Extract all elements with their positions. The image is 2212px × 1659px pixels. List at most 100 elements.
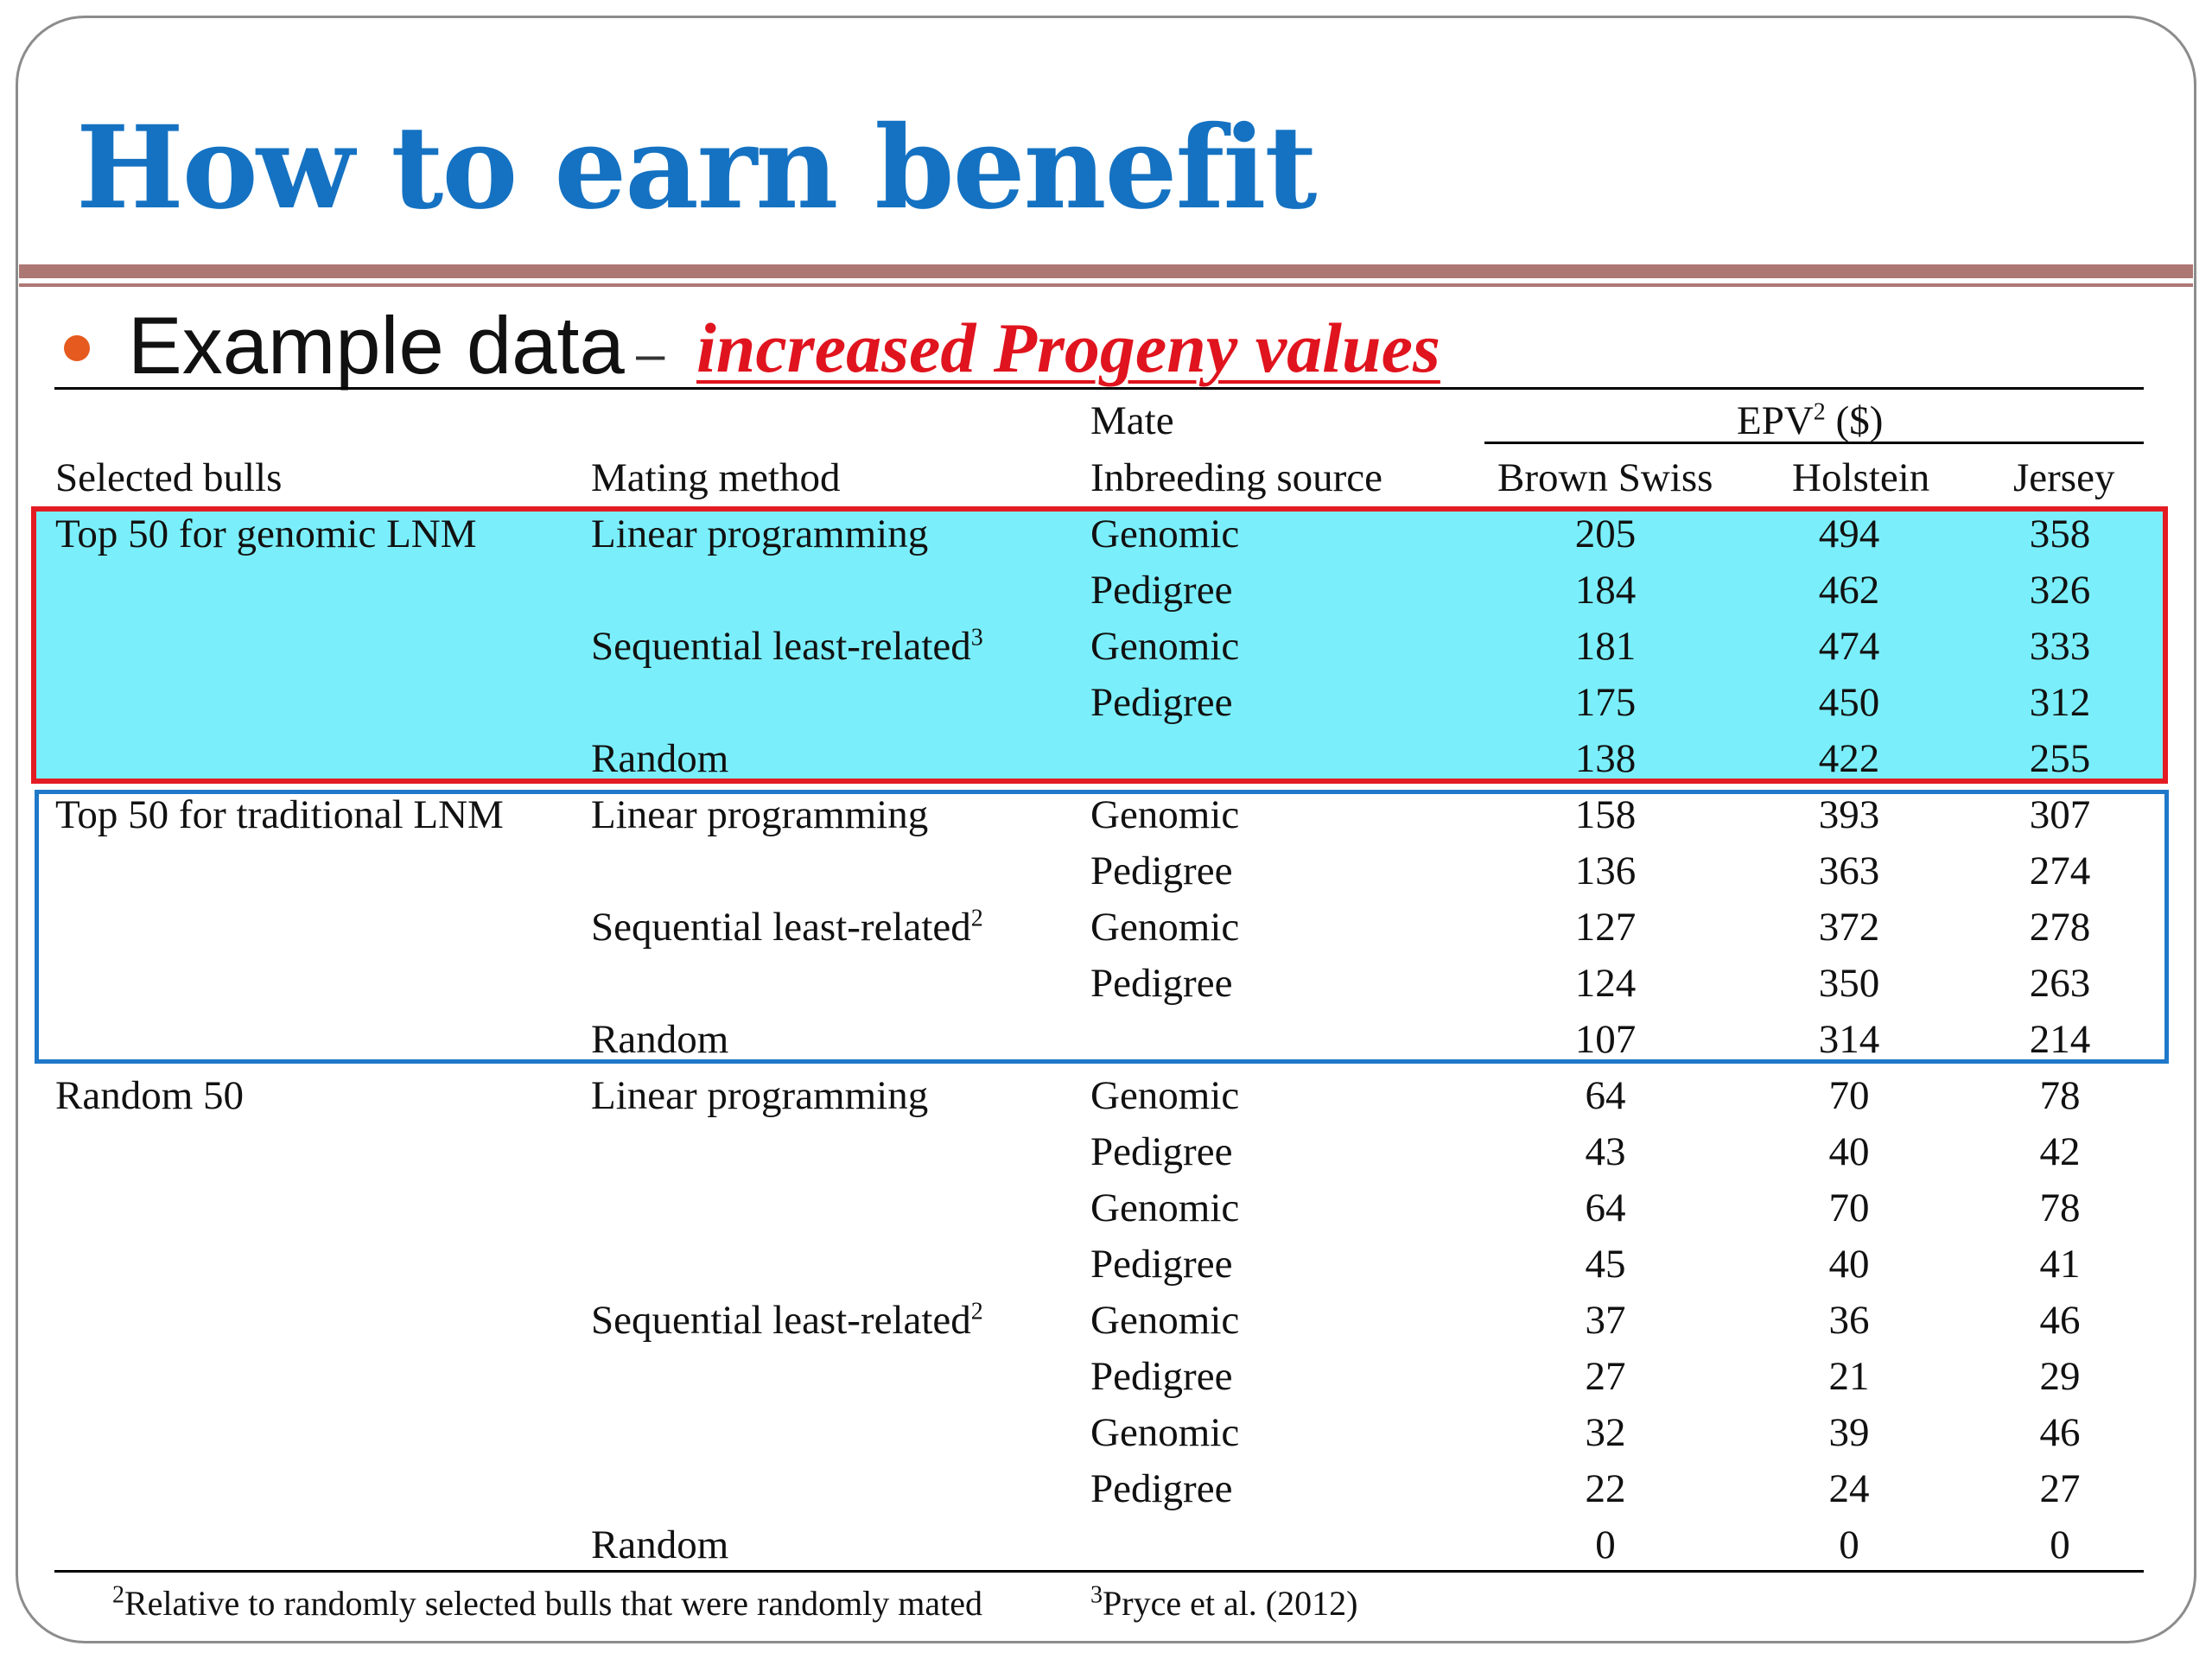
cell-holstein: 494 bbox=[1818, 512, 1880, 556]
cell-inbreeding-source: Genomic bbox=[1090, 905, 1240, 950]
cell-jersey: 358 bbox=[2029, 512, 2091, 556]
cell-jersey: 46 bbox=[2039, 1410, 2081, 1455]
cell-brown-swiss: 22 bbox=[1585, 1466, 1626, 1511]
slide-title: How to earn benefit bbox=[76, 101, 1317, 235]
cell-mating-method-text: Sequential least-related bbox=[591, 1298, 971, 1343]
cell-selected-bulls: Top 50 for genomic LNM bbox=[55, 512, 477, 556]
cell-holstein: 40 bbox=[1828, 1242, 1870, 1287]
title-divider-thin bbox=[19, 283, 2193, 287]
cell-selected-bulls: Random 50 bbox=[55, 1073, 245, 1118]
cell-selected-bulls: Top 50 for traditional LNM bbox=[55, 792, 504, 837]
cell-jersey: 41 bbox=[2039, 1242, 2081, 1287]
cell-jersey: 278 bbox=[2029, 905, 2091, 950]
cell-holstein: 363 bbox=[1818, 849, 1880, 893]
header-epv: EPV2 ($) bbox=[1737, 393, 1883, 449]
cell-mating-method-text: Sequential least-related bbox=[591, 905, 971, 950]
title-divider bbox=[19, 264, 2193, 278]
cell-inbreeding-source: Pedigree bbox=[1090, 1242, 1233, 1287]
header-epv-suffix: ($) bbox=[1825, 398, 1884, 443]
cell-mating-method: Sequential least-related2 bbox=[591, 1293, 983, 1349]
header-mating-method: Mating method bbox=[591, 455, 841, 500]
cell-mating-method-footnote: 2 bbox=[970, 905, 983, 932]
cell-jersey: 255 bbox=[2029, 736, 2091, 781]
cell-inbreeding-source: Genomic bbox=[1090, 624, 1240, 669]
cell-jersey: 214 bbox=[2029, 1017, 2091, 1062]
cell-mating-method-text: Sequential least-related bbox=[591, 624, 971, 669]
header-jersey: Jersey bbox=[2013, 455, 2115, 500]
table-bottom-rule bbox=[54, 1570, 2144, 1573]
cell-holstein: 474 bbox=[1818, 624, 1880, 669]
cell-brown-swiss: 124 bbox=[1574, 961, 1637, 1006]
bullet-dot-icon bbox=[64, 335, 90, 361]
cell-jersey: 307 bbox=[2029, 792, 2091, 837]
cell-brown-swiss: 205 bbox=[1574, 512, 1637, 556]
cell-inbreeding-source: Pedigree bbox=[1090, 1466, 1233, 1511]
cell-inbreeding-source: Genomic bbox=[1090, 792, 1240, 837]
cell-brown-swiss: 107 bbox=[1574, 1017, 1637, 1062]
cell-jersey: 46 bbox=[2039, 1298, 2081, 1343]
cell-mating-method-text: Linear programming bbox=[591, 512, 929, 556]
cell-brown-swiss: 184 bbox=[1574, 568, 1637, 613]
footnote-3-text: Pryce et al. (2012) bbox=[1103, 1584, 1358, 1623]
cell-inbreeding-source: Genomic bbox=[1090, 1298, 1240, 1343]
cell-inbreeding-source: Genomic bbox=[1090, 1073, 1240, 1118]
cell-inbreeding-source: Pedigree bbox=[1090, 568, 1233, 613]
cell-holstein: 372 bbox=[1818, 905, 1880, 950]
cell-inbreeding-source: Pedigree bbox=[1090, 849, 1233, 893]
cell-mating-method: Linear programming bbox=[591, 787, 928, 843]
epv-header-rule bbox=[1484, 442, 2144, 444]
cell-holstein: 462 bbox=[1818, 568, 1880, 613]
cell-brown-swiss: 64 bbox=[1585, 1185, 1626, 1230]
cell-brown-swiss: 175 bbox=[1574, 680, 1637, 725]
cell-inbreeding-source: Pedigree bbox=[1090, 1354, 1233, 1399]
cell-inbreeding-source: Genomic bbox=[1090, 512, 1240, 556]
cell-jersey: 263 bbox=[2029, 961, 2091, 1006]
cell-inbreeding-source: Genomic bbox=[1090, 1185, 1240, 1230]
cell-mating-method: Linear programming bbox=[591, 506, 928, 563]
footnote-2: 2Relative to randomly selected bulls tha… bbox=[112, 1578, 982, 1630]
header-inbreeding-source: Inbreeding source bbox=[1090, 455, 1382, 500]
genomic-group-highlight bbox=[31, 506, 2168, 784]
header-epv-prefix: EPV bbox=[1737, 398, 1814, 443]
cell-inbreeding-source: Pedigree bbox=[1090, 680, 1233, 725]
cell-brown-swiss: 45 bbox=[1585, 1242, 1626, 1287]
cell-mating-method: Random bbox=[591, 1012, 728, 1068]
cell-brown-swiss: 127 bbox=[1574, 905, 1637, 950]
footnote-2-text: Relative to randomly selected bulls that… bbox=[124, 1584, 983, 1623]
cell-brown-swiss: 136 bbox=[1574, 849, 1637, 893]
cell-mating-method-text: Random bbox=[591, 1017, 729, 1062]
cell-mating-method: Sequential least-related3 bbox=[591, 619, 983, 675]
cell-holstein: 422 bbox=[1818, 736, 1880, 781]
cell-inbreeding-source: Pedigree bbox=[1090, 1129, 1233, 1174]
cell-jersey: 333 bbox=[2029, 624, 2091, 669]
header-holstein: Holstein bbox=[1792, 455, 1930, 500]
cell-mating-method-text: Random bbox=[591, 1522, 729, 1567]
cell-jersey: 326 bbox=[2029, 568, 2091, 613]
cell-inbreeding-source: Genomic bbox=[1090, 1410, 1240, 1455]
cell-brown-swiss: 43 bbox=[1585, 1129, 1626, 1174]
cell-holstein: 70 bbox=[1828, 1185, 1870, 1230]
cell-holstein: 314 bbox=[1818, 1017, 1880, 1062]
cell-holstein: 40 bbox=[1828, 1129, 1870, 1174]
cell-mating-method-footnote: 3 bbox=[970, 624, 983, 652]
traditional-group-highlight bbox=[35, 790, 2169, 1064]
cell-mating-method-footnote: 2 bbox=[970, 1298, 983, 1325]
cell-jersey: 0 bbox=[2050, 1522, 2070, 1567]
header-mate: Mate bbox=[1090, 398, 1174, 443]
cell-holstein: 21 bbox=[1828, 1354, 1870, 1399]
cell-mating-method-text: Linear programming bbox=[591, 792, 929, 837]
cell-jersey: 29 bbox=[2039, 1354, 2081, 1399]
cell-brown-swiss: 181 bbox=[1574, 624, 1637, 669]
table-top-rule bbox=[54, 387, 2144, 390]
cell-mating-method: Sequential least-related2 bbox=[591, 899, 983, 956]
cell-mating-method: Linear programming bbox=[591, 1068, 928, 1124]
footnote-3-sup: 3 bbox=[1090, 1581, 1103, 1609]
cell-holstein: 24 bbox=[1828, 1466, 1870, 1511]
cell-holstein: 450 bbox=[1818, 680, 1880, 725]
cell-jersey: 274 bbox=[2029, 849, 2091, 893]
cell-mating-method-text: Linear programming bbox=[591, 1073, 929, 1118]
header-epv-sup: 2 bbox=[1813, 398, 1826, 426]
footnote-2-sup: 2 bbox=[112, 1581, 124, 1609]
cell-brown-swiss: 138 bbox=[1574, 736, 1637, 781]
cell-holstein: 70 bbox=[1828, 1073, 1870, 1118]
